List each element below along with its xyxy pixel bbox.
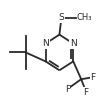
Text: F: F	[91, 73, 96, 82]
Text: N: N	[42, 39, 49, 48]
Text: CH₃: CH₃	[76, 13, 92, 22]
Text: F: F	[65, 85, 70, 94]
Text: F: F	[84, 88, 89, 97]
Text: S: S	[59, 13, 64, 22]
Text: N: N	[70, 39, 77, 48]
